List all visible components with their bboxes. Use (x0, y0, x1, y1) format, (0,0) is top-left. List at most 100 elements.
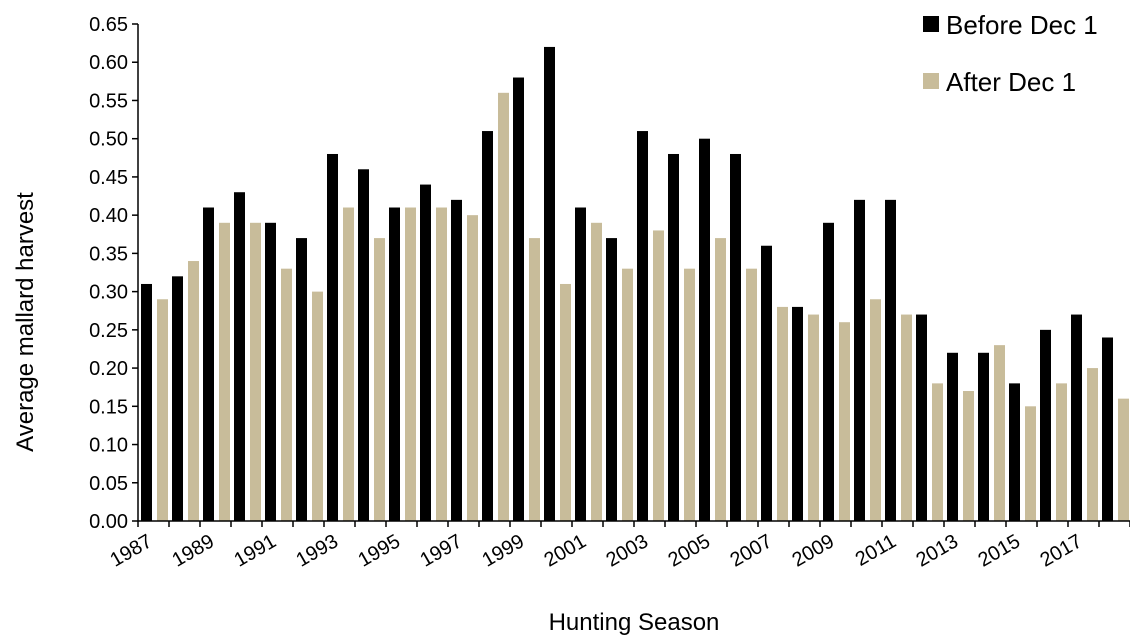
bar-after-dec1 (963, 391, 974, 521)
bar-after-dec1 (994, 345, 1005, 521)
bar-before-dec1 (668, 153, 679, 521)
bar-after-dec1 (498, 92, 509, 522)
legend-label-after: After Dec 1 (946, 67, 1076, 97)
x-tick-label: 2003 (602, 530, 652, 571)
bar-after-dec1 (1118, 398, 1129, 521)
bar-after-dec1 (684, 268, 695, 521)
legend-swatch-before (923, 16, 939, 32)
bar-after-dec1 (715, 238, 726, 522)
bar-before-dec1 (885, 199, 896, 521)
bar-before-dec1 (482, 131, 493, 522)
y-tick-label: 0.35 (89, 243, 128, 265)
bar-after-dec1 (467, 215, 478, 521)
bar-before-dec1 (575, 207, 586, 521)
y-tick-label: 0.45 (89, 167, 128, 189)
bar-before-dec1 (916, 314, 927, 521)
bar-after-dec1 (250, 222, 261, 522)
bar-before-dec1 (606, 238, 617, 522)
bar-after-dec1 (839, 322, 850, 521)
bar-after-dec1 (560, 283, 571, 521)
bar-before-dec1 (141, 283, 152, 521)
x-tick-label: 1995 (354, 530, 404, 571)
y-axis-title: Average mallard harvest (12, 192, 39, 452)
bar-after-dec1 (188, 261, 199, 521)
x-axis-title: Hunting Season (549, 609, 720, 636)
bar-before-dec1 (203, 207, 214, 521)
bar-before-dec1 (854, 199, 865, 521)
legend-swatch-after (923, 73, 939, 89)
bar-before-dec1 (1071, 314, 1082, 521)
bar-before-dec1 (234, 192, 245, 521)
y-tick-label: 0.25 (89, 320, 128, 342)
x-tick-label: 1999 (478, 530, 528, 571)
x-tick-label: 1997 (416, 530, 466, 571)
x-tick-label: 2009 (788, 530, 838, 571)
x-tick-label: 2015 (974, 530, 1024, 571)
x-tick-label: 1993 (292, 530, 342, 571)
bar-before-dec1 (172, 276, 183, 521)
y-tick-label: 0.15 (89, 396, 128, 418)
bar-before-dec1 (327, 153, 338, 521)
legend: Before Dec 1 After Dec 1 (923, 10, 1098, 97)
bar-after-dec1 (746, 268, 757, 521)
bar-before-dec1 (823, 222, 834, 522)
bar-after-dec1 (591, 222, 602, 522)
bar-before-dec1 (358, 169, 369, 521)
bar-before-dec1 (544, 46, 555, 521)
bar-before-dec1 (1102, 337, 1113, 521)
bar-after-dec1 (157, 299, 168, 521)
bar-after-dec1 (1025, 406, 1036, 521)
x-tick-label: 1989 (168, 530, 218, 571)
bar-before-dec1 (699, 138, 710, 521)
y-tick-label: 0.40 (89, 205, 128, 227)
y-tick-label: 0.50 (89, 129, 128, 151)
y-tick-label: 0.30 (89, 282, 128, 304)
bar-after-dec1 (808, 314, 819, 521)
bar-after-dec1 (436, 207, 447, 521)
bar-after-dec1 (529, 238, 540, 522)
y-tick-label: 0.00 (89, 511, 128, 533)
legend-label-before: Before Dec 1 (946, 10, 1098, 40)
bar-before-dec1 (451, 199, 462, 521)
bar-after-dec1 (901, 314, 912, 521)
bar-before-dec1 (420, 184, 431, 522)
bar-before-dec1 (978, 352, 989, 521)
y-tick-label: 0.65 (89, 14, 128, 36)
bar-after-dec1 (870, 299, 881, 521)
bar-after-dec1 (343, 207, 354, 521)
y-tick-label: 0.05 (89, 473, 128, 495)
y-tick-label: 0.60 (89, 52, 128, 74)
bar-before-dec1 (1040, 329, 1051, 521)
x-tick-label: 1987 (106, 530, 156, 571)
x-axis-ticks: 1987 1989 1991 1993 1995 1997 1999 2001 2003 2005… (106, 521, 1130, 572)
bar-before-dec1 (637, 131, 648, 522)
bar-after-dec1 (219, 222, 230, 522)
bar-before-dec1 (792, 306, 803, 521)
bar-before-dec1 (1009, 383, 1020, 521)
bar-after-dec1 (653, 230, 664, 521)
bar-before-dec1 (296, 238, 307, 522)
y-tick-label: 0.20 (89, 358, 128, 380)
y-axis-ticks: 0.00 0.05 0.10 0.15 0.20 0.25 0.30 0.35 0.40 0.45… (89, 14, 138, 533)
x-tick-label: 2005 (664, 530, 714, 571)
y-tick-label: 0.10 (89, 435, 128, 457)
bar-before-dec1 (265, 222, 276, 522)
bar-before-dec1 (513, 77, 524, 522)
bar-after-dec1 (932, 383, 943, 521)
x-tick-label: 2011 (852, 530, 900, 571)
bar-after-dec1 (777, 306, 788, 521)
bar-after-dec1 (374, 238, 385, 522)
bar-before-dec1 (947, 352, 958, 521)
bar-before-dec1 (761, 245, 772, 521)
bar-after-dec1 (622, 268, 633, 521)
bar-before-dec1 (389, 207, 400, 521)
x-tick-label: 2001 (540, 530, 590, 571)
bar-after-dec1 (312, 291, 323, 521)
bar-after-dec1 (1056, 383, 1067, 521)
bar-before-dec1 (730, 153, 741, 521)
x-tick-label: 1991 (230, 530, 280, 571)
bar-after-dec1 (1087, 368, 1098, 521)
y-tick-label: 0.55 (89, 90, 128, 112)
bars (141, 46, 1129, 522)
